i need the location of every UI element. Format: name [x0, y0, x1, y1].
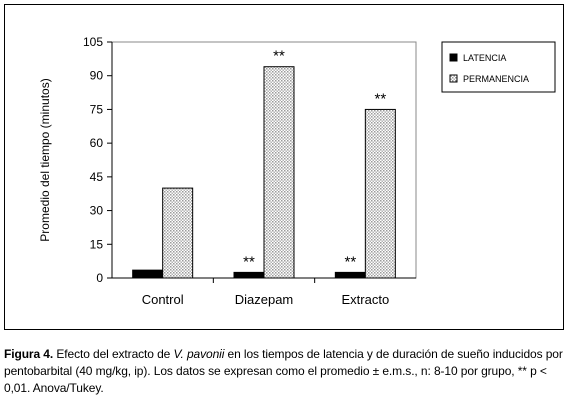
- y-tick-label-45: 45: [90, 170, 104, 184]
- annotation-diazepam-permanencia: **: [273, 48, 285, 65]
- x-tick-label-extracto: Extracto: [341, 292, 389, 307]
- bar-diazepam-latencia: [233, 271, 265, 279]
- caption-text-before: Efecto del extracto de: [53, 347, 174, 361]
- y-tick-label-105: 105: [83, 35, 103, 49]
- legend-label-permanencia: PERMANENCIA: [463, 74, 529, 84]
- bar-extracto-permanencia: [364, 108, 396, 279]
- legend-label-latencia: LATENCIA: [463, 53, 506, 63]
- bar-control-permanencia: [162, 187, 194, 279]
- y-tick-label-15: 15: [90, 237, 104, 251]
- annotation-extracto-latencia: **: [344, 253, 356, 270]
- figure-caption: Figura 4. Efecto del extracto de V. pavo…: [4, 346, 568, 397]
- legend-swatch-permanencia: [449, 74, 458, 83]
- y-tick-label-90: 90: [90, 69, 104, 83]
- y-tick-label-75: 75: [90, 102, 104, 116]
- legend-box: [441, 41, 556, 93]
- caption-text-after: en los tiempos de latencia y de duración…: [4, 347, 563, 395]
- y-axis-label: Promedio del tiempo (minutos): [38, 78, 52, 241]
- y-tick-label-60: 60: [90, 136, 104, 150]
- caption-label: Figura 4.: [4, 347, 54, 361]
- x-tick-label-diazepam: Diazepam: [235, 292, 294, 307]
- bar-extracto-latencia: [334, 271, 366, 279]
- legend-swatch-latencia: [449, 53, 458, 62]
- bar-chart: 0 15 30 45 60 75 90 105 Promedio del tiempo (min…: [38, 35, 556, 307]
- y-tick-label-0: 0: [96, 271, 103, 285]
- figure-frame: 0 15 30 45 60 75 90 105 Promedio del tiempo (min…: [4, 4, 564, 330]
- x-tick-label-control: Control: [142, 292, 184, 307]
- caption-species: V. pavonii: [173, 347, 225, 361]
- bar-control-latencia: [132, 269, 164, 279]
- annotation-diazepam-latencia: **: [243, 253, 255, 270]
- bar-diazepam-permanencia: [263, 66, 295, 279]
- annotation-extracto-permanencia: **: [374, 90, 386, 107]
- y-tick-label-30: 30: [90, 204, 104, 218]
